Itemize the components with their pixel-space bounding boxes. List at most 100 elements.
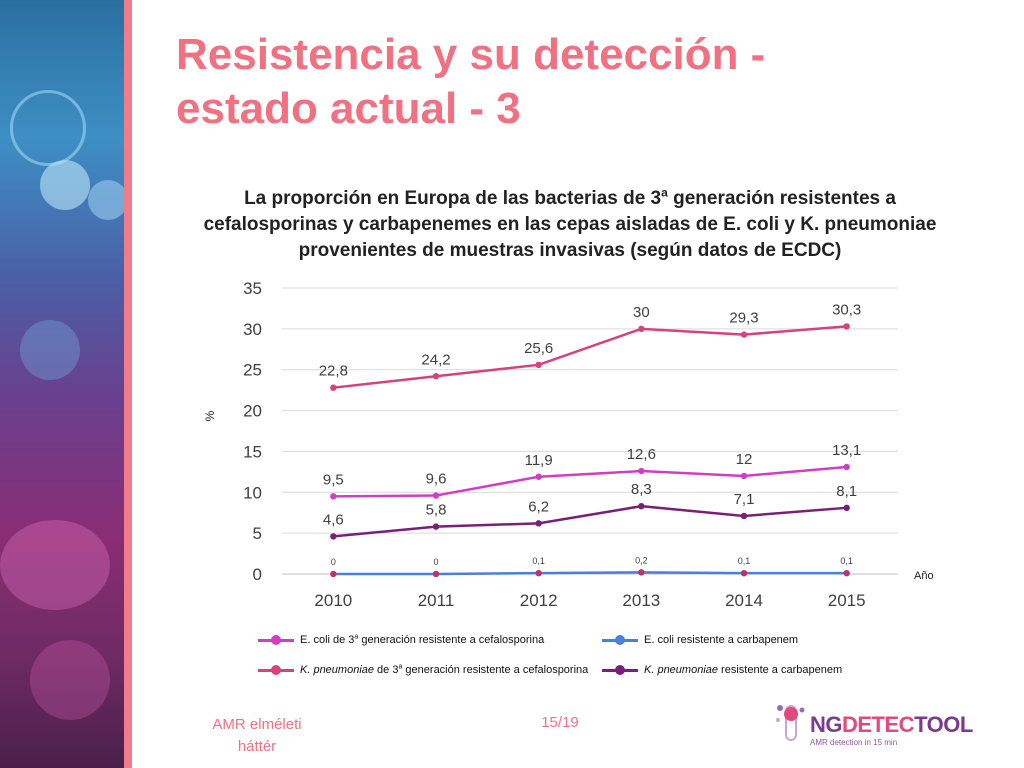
footer-section-label: AMR elméleti háttér xyxy=(212,716,302,755)
ngdetectool-logo: NGDETECTOOL AMR detection in 15 min xyxy=(768,698,973,758)
slide-title-line-2: estado actual - 3 xyxy=(176,84,521,133)
data-point xyxy=(330,533,337,540)
page-number: 15/19 xyxy=(541,714,579,731)
legend-swatch xyxy=(602,665,638,675)
series-line-0 xyxy=(333,465,847,498)
data-point xyxy=(432,492,440,499)
y-tick-label: 35 xyxy=(243,279,262,298)
logo-tagline: AMR detection in 15 min xyxy=(810,738,898,747)
data-point xyxy=(740,569,748,577)
data-point xyxy=(843,323,850,330)
data-label: 0,1 xyxy=(840,556,853,566)
logo-word-detec: DETEC xyxy=(842,712,915,737)
legend-swatch-dot xyxy=(615,665,625,675)
legend-label: E. coli de 3a generación resistente a ce… xyxy=(300,633,544,646)
glassware-decoration xyxy=(20,320,80,380)
y-tick-label: 25 xyxy=(243,361,262,380)
data-point xyxy=(740,472,748,480)
data-point xyxy=(330,384,337,391)
x-tick-label: 2014 xyxy=(725,591,763,610)
slide-title: Resistencia y su detección - estado actu… xyxy=(176,28,876,136)
chart-title-superscript: a xyxy=(661,185,668,200)
data-point xyxy=(432,523,440,530)
logo-word-ng: NG xyxy=(810,712,843,737)
x-tick-label: 2011 xyxy=(418,591,455,610)
series-line-1 xyxy=(333,571,847,576)
y-axis-label: % xyxy=(203,410,217,421)
y-tick-label: 10 xyxy=(243,483,262,502)
y-tick-label: 0 xyxy=(253,565,262,584)
bacteria-tube-icon xyxy=(776,705,805,741)
legend-label-part: a xyxy=(398,663,403,671)
data-label: 8,1 xyxy=(836,483,857,500)
x-tick-label: 2013 xyxy=(622,591,660,610)
data-point xyxy=(330,570,337,578)
legend-label-part: E. coli de 3 xyxy=(300,634,355,646)
glassware-decoration xyxy=(30,640,110,720)
side-photo-decoration xyxy=(0,0,124,768)
y-tick-label: 30 xyxy=(243,320,262,339)
data-point xyxy=(535,520,542,527)
data-point xyxy=(330,493,337,500)
data-label: 9,6 xyxy=(426,471,447,488)
data-label: 7,1 xyxy=(734,491,755,508)
logo-wordmark: NGDETECTOOL xyxy=(810,712,973,738)
series-line-2 xyxy=(333,325,847,389)
data-point xyxy=(638,325,645,333)
legend-swatch xyxy=(258,665,294,675)
x-tick-label: 2012 xyxy=(520,591,558,610)
series-line-3 xyxy=(333,504,847,538)
legend-label-part: a xyxy=(354,633,359,641)
legend-item: E. coli resistente a carbapenem xyxy=(602,634,798,646)
data-label: 4,6 xyxy=(323,511,344,528)
data-point xyxy=(843,569,850,577)
y-tick-label: 20 xyxy=(243,402,262,421)
data-point xyxy=(432,373,440,380)
data-label: 30,3 xyxy=(832,301,861,318)
ring-decoration xyxy=(10,90,86,166)
legend-item: K. pneumoniae de 3a generación resistent… xyxy=(258,663,589,676)
legend-swatch-dot xyxy=(271,635,281,645)
legend-label: E. coli resistente a carbapenem xyxy=(644,634,798,646)
data-point xyxy=(432,570,440,578)
legend-label-part: de 3 xyxy=(374,664,399,676)
legend-swatch xyxy=(602,635,638,645)
data-point xyxy=(535,361,542,369)
data-label: 0,1 xyxy=(738,556,751,566)
data-label: 30 xyxy=(633,304,650,321)
data-label: 29,3 xyxy=(729,310,758,327)
flask-bubble-decoration xyxy=(40,160,90,210)
data-point xyxy=(740,512,748,520)
data-point xyxy=(638,569,645,576)
data-label: 0,1 xyxy=(532,556,545,566)
legend-item: K. pneumoniae resistente a carbapenem xyxy=(602,664,842,676)
data-label: 25,6 xyxy=(524,340,553,357)
data-label: 0 xyxy=(433,557,438,567)
data-label: 0 xyxy=(331,557,336,567)
glassware-decoration xyxy=(0,520,110,610)
logo-word-tool: TOOL xyxy=(914,712,973,737)
data-point xyxy=(843,504,850,512)
legend-label-part: K. pneumoniae xyxy=(644,664,718,676)
legend-swatch xyxy=(258,635,294,645)
data-point xyxy=(638,502,645,510)
legend-label: K. pneumoniae de 3a generación resistent… xyxy=(300,663,589,676)
data-label: 13,1 xyxy=(832,442,861,459)
data-point xyxy=(535,473,542,480)
data-label: 24,2 xyxy=(421,351,450,368)
legend-swatch-dot xyxy=(271,665,281,675)
legend-swatch-dot xyxy=(615,635,625,645)
data-label: 8,3 xyxy=(631,481,652,498)
data-label: 12,6 xyxy=(627,446,656,463)
data-point xyxy=(535,569,542,577)
legend-label-part: E. coli resistente a carbapenem xyxy=(644,634,799,646)
data-label: 22,8 xyxy=(319,363,348,380)
chart-title-part-2: generación resistentes a cefalosporinas … xyxy=(203,188,937,261)
legend-label-part: generación resistente a cefalosporina xyxy=(402,664,589,676)
slide-title-line-1: Resistencia y su detección - xyxy=(176,30,766,79)
data-label: 9,5 xyxy=(323,471,344,488)
data-label: 11,9 xyxy=(525,452,553,469)
data-label: 0,2 xyxy=(635,555,648,565)
legend-item: E. coli de 3a generación resistente a ce… xyxy=(258,633,544,646)
